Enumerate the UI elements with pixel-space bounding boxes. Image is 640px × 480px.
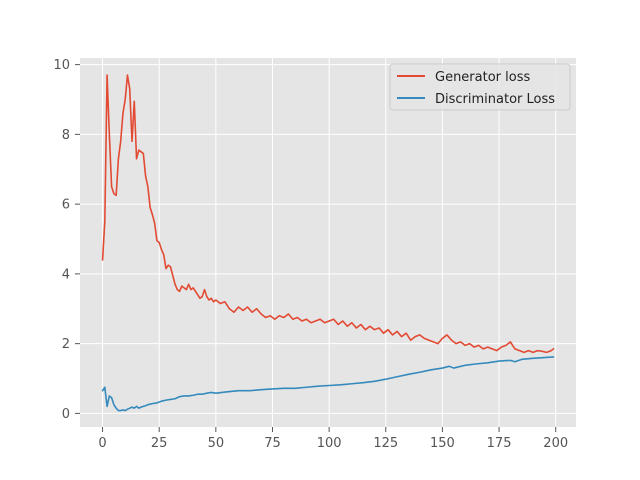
x-tick-label: 125 <box>373 436 398 451</box>
x-tick-label: 175 <box>487 436 512 451</box>
x-tick-label: 75 <box>264 436 281 451</box>
legend-label-generator-loss: Generator loss <box>435 70 530 85</box>
x-tick-label: 50 <box>208 436 225 451</box>
y-tick-label: 2 <box>62 337 70 352</box>
legend-box <box>389 63 571 111</box>
series-line-generator-loss <box>101 74 555 354</box>
x-axis-ticks: 0 25 50 75 100 125 150 175 200 <box>98 427 568 451</box>
x-tick-label: 200 <box>543 436 568 451</box>
y-axis-ticks: 0 2 4 6 8 10 <box>53 58 80 422</box>
x-tick-label: 150 <box>430 436 455 451</box>
series-line-discriminator-loss <box>101 356 555 412</box>
x-tick-label: 25 <box>151 436 168 451</box>
plot-background <box>80 58 576 427</box>
y-tick-label: 8 <box>62 128 70 143</box>
y-tick-label: 0 <box>62 407 70 422</box>
x-tick-label: 100 <box>317 436 342 451</box>
series-lines <box>101 74 555 412</box>
y-tick-label: 4 <box>62 267 70 282</box>
x-tick-label: 0 <box>98 436 106 451</box>
y-tick-label: 10 <box>53 58 70 73</box>
grid <box>80 58 576 427</box>
y-tick-label: 6 <box>62 198 70 213</box>
legend-label-discriminator-loss: Discriminator Loss <box>435 92 555 107</box>
legend: Generator loss Discriminator Loss <box>389 63 571 111</box>
